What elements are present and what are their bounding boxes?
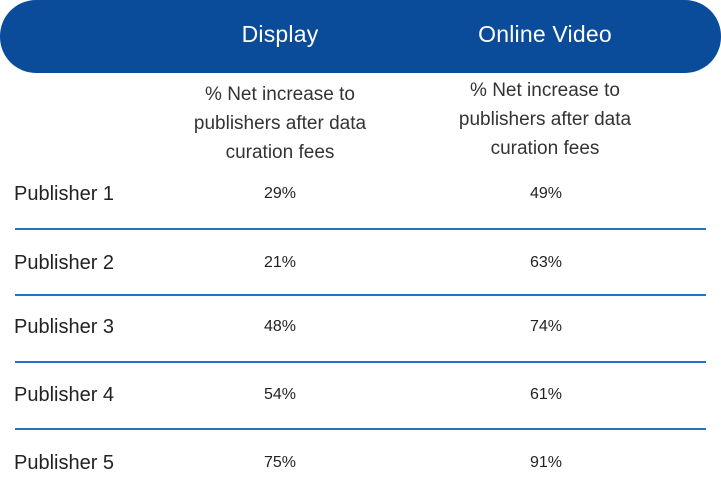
cell-online-video-value: 61% xyxy=(529,386,563,403)
subheader-display: % Net increase to publishers after data … xyxy=(193,84,367,163)
cell-display-value: 75% xyxy=(263,454,297,471)
subheader-online-video: % Net increase to publishers after data … xyxy=(458,80,632,159)
cell-display-value: 54% xyxy=(263,386,297,403)
row-label: Publisher 2 xyxy=(14,252,115,274)
row-divider xyxy=(15,428,706,430)
column-header-display: Display xyxy=(241,21,319,47)
cell-display-value: 21% xyxy=(263,254,297,271)
row-divider xyxy=(15,361,706,363)
cell-online-video-value: 63% xyxy=(529,254,563,271)
table-row-publisher-5: Publisher 5 75% 91% xyxy=(0,443,721,483)
column-header-online-video: Online Video xyxy=(478,21,612,47)
cell-online-video-value: 49% xyxy=(529,185,563,202)
row-label: Publisher 4 xyxy=(14,384,115,406)
cell-online-video-value: 91% xyxy=(529,454,563,471)
table-row-publisher-1: Publisher 1 29% 49% xyxy=(0,174,721,214)
row-divider xyxy=(15,294,706,296)
table-row-publisher-2: Publisher 2 21% 63% xyxy=(0,243,721,283)
row-label: Publisher 5 xyxy=(14,452,115,474)
row-divider xyxy=(15,228,706,230)
row-label: Publisher 3 xyxy=(14,316,115,338)
row-label: Publisher 1 xyxy=(14,183,115,205)
table-row-publisher-3: Publisher 3 48% 74% xyxy=(0,307,721,347)
table-header-bar: Display Online Video xyxy=(0,0,721,73)
table-row-publisher-4: Publisher 4 54% 61% xyxy=(0,375,721,415)
cell-online-video-value: 74% xyxy=(529,318,563,335)
cell-display-value: 48% xyxy=(263,318,297,335)
cell-display-value: 29% xyxy=(263,185,297,202)
